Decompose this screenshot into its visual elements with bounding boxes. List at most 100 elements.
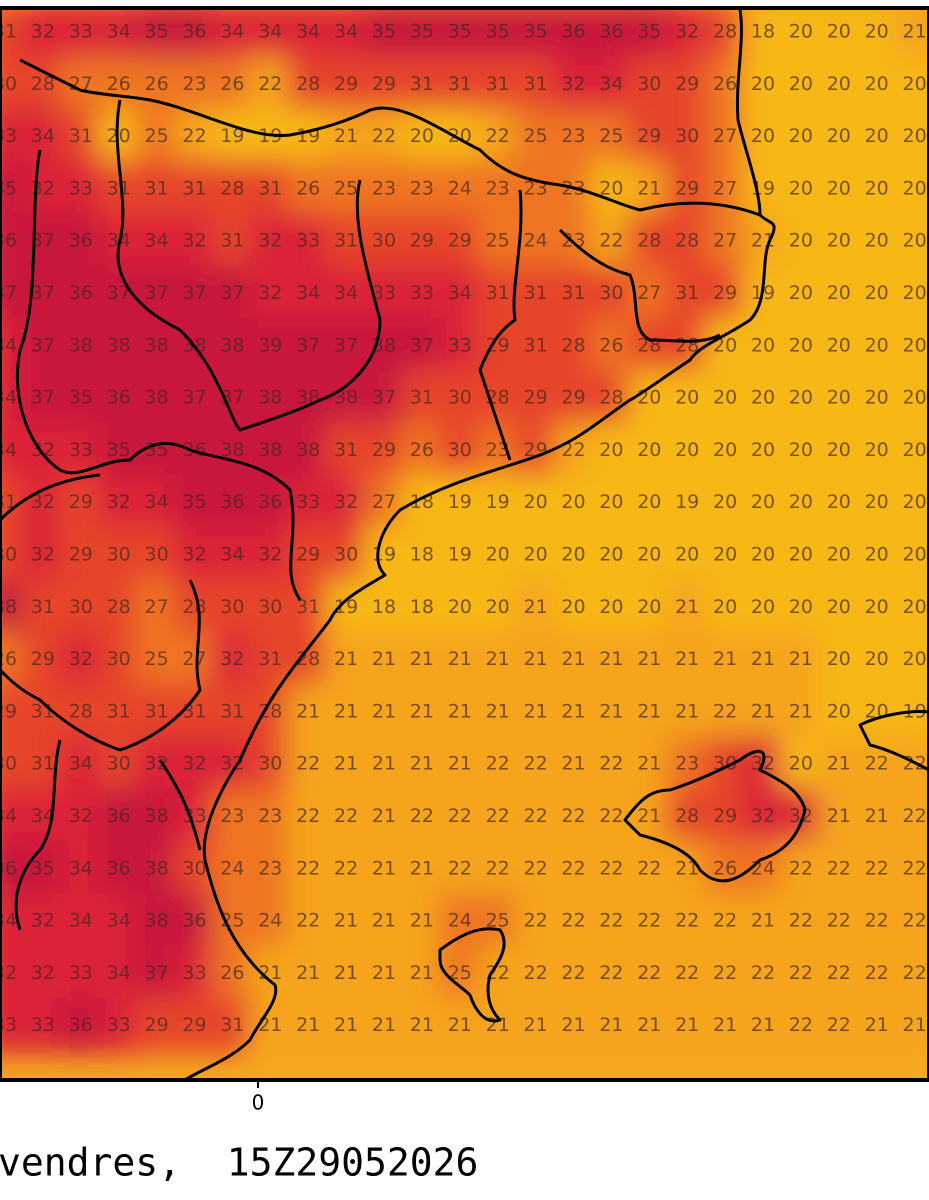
cell-value: 29 — [182, 1014, 206, 1036]
field-cell — [400, 997, 443, 1054]
cell-value: 39 — [258, 334, 282, 356]
cell-value: 22 — [561, 857, 585, 879]
cell-value: 29 — [69, 491, 93, 513]
cell-value: 27 — [713, 230, 737, 252]
field-cell — [779, 160, 822, 218]
cell-value: 28 — [675, 805, 699, 827]
cell-value: 20 — [675, 387, 699, 409]
field-cell — [59, 997, 102, 1054]
field-cell — [438, 892, 481, 950]
cell-value: 30 — [675, 125, 699, 147]
field-cell — [97, 683, 140, 741]
field-cell — [590, 108, 633, 165]
field-cell — [666, 56, 709, 113]
field-cell — [438, 422, 481, 479]
cell-value: 37 — [334, 334, 358, 356]
field-cell — [476, 56, 519, 113]
field-cell — [552, 997, 595, 1054]
field-cell — [21, 788, 64, 845]
cell-value: 22 — [827, 910, 851, 932]
field-cell — [590, 579, 633, 636]
field-cell — [628, 631, 671, 688]
field-cell — [249, 213, 292, 270]
cell-value: 20 — [827, 387, 851, 409]
cell-value: 37 — [220, 282, 244, 304]
cell-value: 20 — [789, 334, 813, 356]
field-cell — [704, 840, 747, 897]
cell-value: 20 — [599, 544, 623, 566]
field-cell — [363, 736, 405, 793]
cell-value: 21 — [865, 805, 889, 827]
field-cell — [476, 579, 519, 636]
cell-value: 31 — [524, 282, 548, 304]
field-cell — [704, 526, 747, 584]
field-cell — [363, 369, 405, 427]
cell-value: 20 — [637, 439, 661, 461]
cell-value: 21 — [372, 805, 396, 827]
cell-value: 34 — [107, 962, 131, 984]
field-cell — [514, 683, 557, 741]
cell-value: 28 — [561, 334, 585, 356]
cell-value: 34 — [0, 910, 17, 932]
field-cell — [135, 474, 178, 531]
cell-value: 26 — [296, 177, 320, 199]
cell-value: 21 — [524, 648, 548, 670]
field-cell — [704, 369, 747, 427]
cell-value: 20 — [903, 544, 927, 566]
cell-value: 20 — [448, 596, 472, 618]
cell-value: 32 — [258, 544, 282, 566]
field-cell — [400, 526, 443, 584]
cell-value: 25 — [448, 962, 472, 984]
field-cell — [552, 788, 595, 845]
cell-value: 25 — [334, 177, 358, 199]
field-cell — [97, 526, 140, 584]
cell-value: 33 — [410, 282, 434, 304]
field-cell — [0, 160, 26, 218]
field-cell — [97, 997, 140, 1054]
cell-value: 33 — [0, 125, 17, 147]
cell-value: 29 — [334, 73, 358, 95]
cell-value: 21 — [334, 648, 358, 670]
cell-value: 22 — [561, 439, 585, 461]
cell-value: 20 — [789, 491, 813, 513]
cell-value: 35 — [145, 21, 169, 43]
cell-value: 37 — [296, 334, 320, 356]
cell-value: 37 — [145, 962, 169, 984]
field-cell — [514, 840, 557, 897]
field-cell — [287, 840, 330, 897]
field-cell — [628, 8, 671, 61]
cell-value: 21 — [561, 700, 585, 722]
field-cell — [893, 317, 929, 374]
field-cell — [97, 369, 140, 427]
field-cell — [817, 160, 860, 218]
cell-value: 37 — [31, 387, 55, 409]
cell-value: 22 — [524, 910, 548, 932]
cell-value: 20 — [789, 439, 813, 461]
cell-value: 22 — [865, 962, 889, 984]
cell-value: 21 — [372, 962, 396, 984]
field-cell — [173, 526, 216, 584]
field-cell — [363, 317, 405, 374]
cell-value: 34 — [107, 910, 131, 932]
cell-value: 21 — [827, 753, 851, 775]
border — [558, 228, 721, 343]
cell-value: 19 — [675, 491, 699, 513]
cell-value: 21 — [258, 1014, 282, 1036]
field-layer — [0, 8, 929, 1054]
field-cell — [400, 736, 443, 793]
cell-value: 20 — [599, 596, 623, 618]
field-cell — [0, 892, 26, 950]
field-cell — [893, 840, 929, 897]
field-cell — [0, 788, 26, 845]
field-cell — [779, 108, 822, 165]
field-cell — [400, 8, 443, 61]
field-cell — [666, 317, 709, 374]
cell-value: 32 — [182, 544, 206, 566]
cell-value: 22 — [751, 962, 775, 984]
border — [0, 473, 202, 752]
cell-value: 20 — [524, 491, 548, 513]
field-cell — [476, 474, 519, 531]
field-cell — [438, 579, 481, 636]
cell-value: 31 — [107, 700, 131, 722]
field-cell — [628, 317, 671, 374]
